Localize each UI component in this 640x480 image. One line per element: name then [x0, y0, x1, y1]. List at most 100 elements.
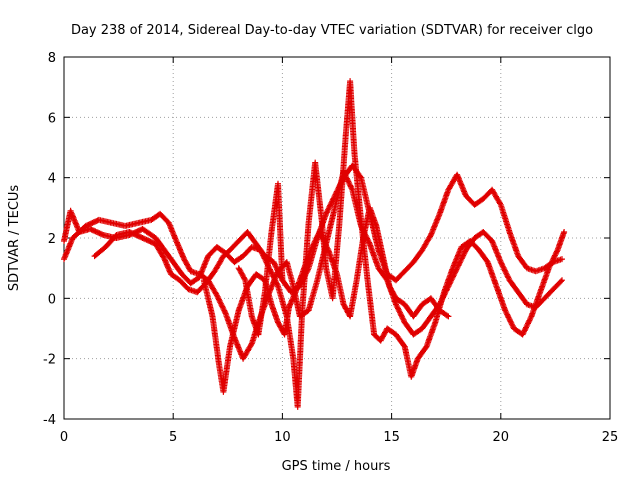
data-point: [216, 294, 218, 297]
data-point: [178, 279, 181, 282]
data-point: [508, 279, 511, 282]
series-track-4: [200, 204, 452, 395]
data-point: [277, 285, 279, 288]
data-point: [98, 219, 100, 221]
data-point: [482, 231, 485, 233]
data-point: [69, 210, 72, 212]
data-point: [430, 234, 432, 236]
data-point: [216, 246, 218, 248]
series-track-3: [91, 162, 565, 296]
data-point: [465, 249, 467, 251]
data-point: [521, 333, 524, 336]
data-point: [366, 279, 369, 282]
data-point: [375, 225, 378, 227]
data-point: [486, 261, 489, 263]
x-tick-label: 10: [274, 430, 291, 445]
data-point: [154, 237, 157, 239]
data-point: [353, 152, 356, 155]
data-point: [478, 249, 480, 251]
data-point: [349, 80, 351, 82]
data-point: [443, 291, 445, 294]
data-point: [170, 273, 172, 276]
data-point: [237, 267, 240, 269]
data-point: [124, 225, 126, 227]
data-point: [93, 255, 96, 257]
data-point: [233, 261, 236, 263]
data-point: [430, 315, 432, 318]
data-point: [430, 297, 432, 300]
data-point: [530, 315, 533, 318]
data-point: [482, 197, 485, 200]
data-point: [242, 255, 244, 257]
data-point: [534, 270, 537, 272]
data-point: [368, 243, 371, 245]
data-point: [552, 288, 555, 291]
data-point: [342, 176, 345, 179]
data-point: [154, 243, 157, 245]
data-point: [425, 345, 428, 348]
data-point: [102, 234, 105, 236]
data-point: [325, 267, 327, 269]
x-tick-label: 5: [169, 430, 177, 445]
data-point: [465, 194, 467, 197]
data-point: [395, 303, 397, 306]
data-point: [128, 231, 131, 233]
data-point: [336, 273, 338, 276]
data-point: [63, 240, 65, 242]
data-point: [251, 342, 253, 345]
data-point: [189, 270, 192, 272]
x-tick-label: 0: [60, 430, 68, 445]
data-point: [377, 267, 380, 269]
data-point: [301, 312, 303, 315]
data-point: [355, 279, 358, 282]
data-point: [277, 182, 279, 185]
data-point: [237, 240, 240, 242]
data-point: [360, 219, 362, 221]
data-point: [410, 375, 413, 378]
data-point: [163, 249, 166, 251]
data-point: [434, 321, 437, 324]
data-point: [222, 255, 225, 257]
data-point: [255, 243, 257, 245]
data-point: [349, 315, 351, 318]
data-point: [362, 237, 365, 239]
data-point: [334, 207, 336, 209]
data-point: [244, 279, 247, 282]
data-point: [63, 258, 65, 260]
data-point: [150, 219, 153, 221]
data-point: [218, 363, 220, 366]
data-point: [288, 306, 290, 309]
y-tick-label: -2: [43, 353, 56, 368]
data-point: [447, 188, 450, 191]
data-point: [163, 258, 166, 260]
data-point: [543, 297, 546, 300]
data-point: [246, 231, 249, 233]
y-tick-label: 0: [48, 292, 56, 307]
data-point: [325, 213, 327, 215]
data-point: [504, 309, 506, 312]
data-point: [78, 231, 81, 233]
y-tick-label: 4: [48, 172, 56, 187]
data-point: [237, 309, 240, 312]
data-point: [517, 291, 520, 294]
data-point: [202, 279, 205, 282]
data-point: [491, 188, 493, 191]
data-point: [89, 228, 92, 230]
data-point: [229, 249, 231, 251]
series-track-5: [235, 180, 286, 338]
data-point: [141, 237, 144, 239]
data-point: [469, 240, 472, 242]
data-point: [272, 261, 275, 263]
data-point: [104, 246, 107, 248]
data-point: [309, 249, 312, 251]
data-point: [294, 291, 297, 294]
data-point: [526, 267, 528, 269]
x-tick-label: 20: [493, 430, 510, 445]
y-tick-label: 8: [48, 51, 56, 66]
data-point: [229, 345, 231, 348]
data-point: [189, 282, 192, 285]
data-point: [141, 228, 144, 230]
data-point: [451, 267, 454, 269]
data-point: [412, 261, 415, 263]
